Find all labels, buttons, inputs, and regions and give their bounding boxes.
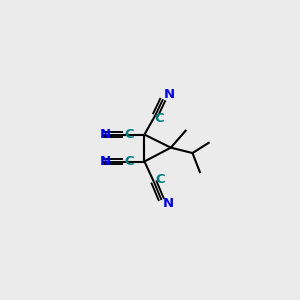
Text: N: N	[164, 88, 175, 101]
Text: C: C	[154, 112, 164, 125]
Text: C: C	[124, 155, 134, 168]
Text: N: N	[100, 128, 111, 141]
Text: N: N	[100, 155, 111, 168]
Text: C: C	[155, 173, 165, 187]
Text: N: N	[162, 196, 173, 210]
Text: C: C	[124, 128, 134, 141]
